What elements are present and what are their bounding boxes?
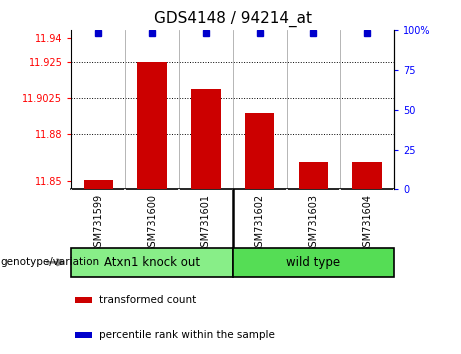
Bar bbox=[83, 180, 113, 189]
Text: GSM731600: GSM731600 bbox=[147, 194, 157, 253]
Text: genotype/variation: genotype/variation bbox=[0, 257, 99, 267]
Bar bbox=[191, 89, 221, 189]
Bar bbox=[75, 297, 92, 303]
Text: Atxn1 knock out: Atxn1 knock out bbox=[104, 256, 200, 269]
Text: GSM731603: GSM731603 bbox=[308, 194, 319, 253]
Text: GSM731604: GSM731604 bbox=[362, 194, 372, 253]
Text: percentile rank within the sample: percentile rank within the sample bbox=[99, 330, 275, 340]
Text: GSM731599: GSM731599 bbox=[93, 194, 103, 253]
Bar bbox=[137, 62, 167, 189]
Text: transformed count: transformed count bbox=[99, 295, 196, 305]
Text: GSM731602: GSM731602 bbox=[254, 194, 265, 253]
Bar bbox=[75, 332, 92, 338]
Title: GDS4148 / 94214_at: GDS4148 / 94214_at bbox=[154, 11, 312, 27]
Bar bbox=[71, 248, 233, 277]
Text: wild type: wild type bbox=[286, 256, 341, 269]
Bar bbox=[299, 162, 328, 189]
Text: GSM731601: GSM731601 bbox=[201, 194, 211, 253]
Bar bbox=[245, 113, 274, 189]
Bar bbox=[233, 248, 394, 277]
Bar bbox=[353, 162, 382, 189]
